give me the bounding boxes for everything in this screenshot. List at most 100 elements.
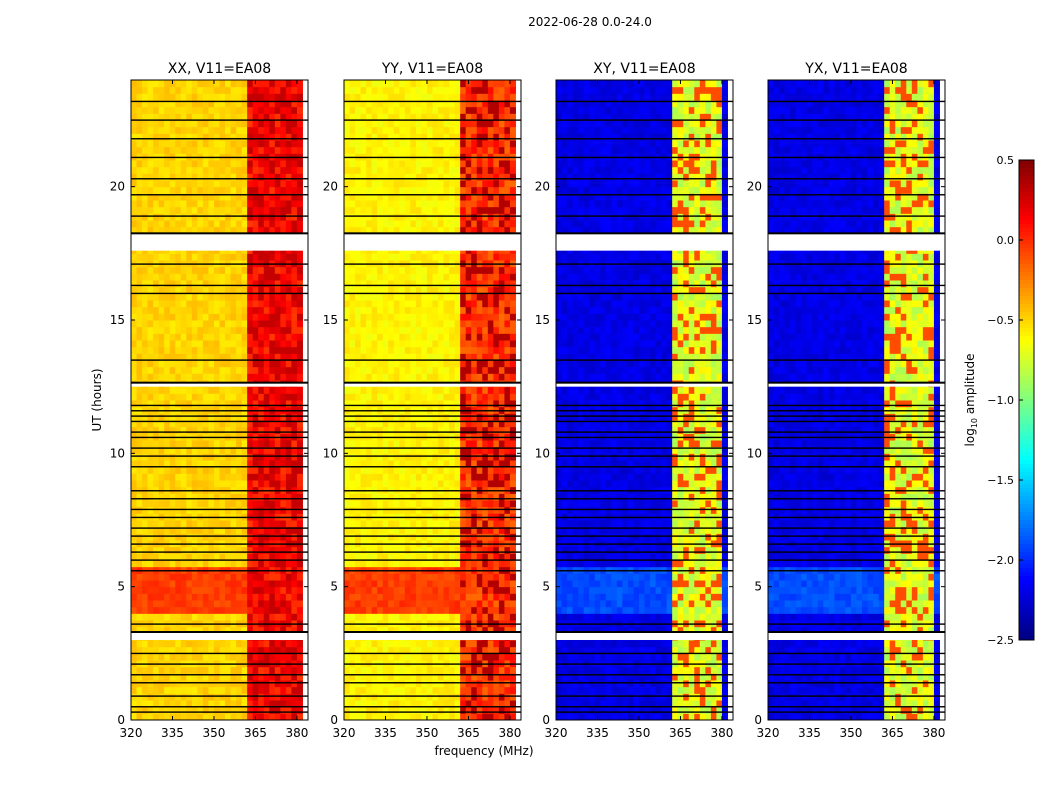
heatmap-cell [285,360,292,368]
heatmap-cell [213,186,220,194]
heatmap-cell [269,160,276,168]
heatmap-cell [191,273,198,281]
heatmap-cell [415,613,422,621]
heatmap-cell [360,306,367,314]
heatmap-cell [393,473,400,481]
heatmap-cell [465,466,472,474]
heatmap-cell [280,93,287,101]
heatmap-cell [482,333,489,341]
heatmap-cell [349,560,356,568]
heatmap-cell [509,553,516,561]
heatmap-cell [344,346,351,354]
heatmap-cell [147,646,154,654]
heatmap-cell [296,326,303,334]
heatmap-cell [241,713,248,721]
heatmap-cell [471,360,478,368]
heatmap-cell [219,606,226,614]
heatmap-cell [432,700,439,708]
heatmap-cell [415,340,422,348]
heatmap-cell [388,526,395,534]
heatmap-cell [197,466,204,474]
heatmap-cell [274,393,281,401]
heatmap-cell [465,693,472,701]
heatmap-cell [349,553,356,561]
heatmap-cell [269,526,276,534]
heatmap-cell [186,446,193,454]
heatmap-cell [498,493,505,501]
heatmap-cell [197,646,204,654]
heatmap-cell [236,186,243,194]
heatmap-cell [371,373,378,381]
heatmap-cell [180,700,187,708]
heatmap-cell [399,653,406,661]
heatmap-cell [142,706,149,714]
heatmap-cell [393,480,400,488]
heatmap-cell [158,200,165,208]
heatmap-cell [191,700,198,708]
heatmap-cell [388,706,395,714]
heatmap-cell [454,440,461,448]
heatmap-cell [498,446,505,454]
heatmap-cell [291,180,298,188]
heatmap-cell [136,160,143,168]
heatmap-cell [186,140,193,148]
heatmap-cell [158,646,165,654]
heatmap-cell [509,606,516,614]
heatmap-cell [509,693,516,701]
heatmap-cell [258,186,265,194]
heatmap-cell [471,346,478,354]
heatmap-cell [280,706,287,714]
heatmap-cell [241,166,248,174]
heatmap-cell [147,326,154,334]
heatmap-cell [131,253,138,261]
heatmap-cell [393,520,400,528]
heatmap-cell [460,420,467,428]
heatmap-cell [349,473,356,481]
heatmap-cell [252,353,259,361]
heatmap-cell [230,86,237,94]
heatmap-cell [208,253,215,261]
heatmap-cell [504,313,511,321]
heatmap-cell [344,626,351,634]
heatmap-cell [280,560,287,568]
heatmap-cell [136,426,143,434]
heatmap-cell [476,686,483,694]
heatmap-cell [371,393,378,401]
heatmap-cell [371,300,378,308]
heatmap-cell [493,640,500,648]
heatmap-cell [269,453,276,461]
heatmap-cell [415,320,422,328]
heatmap-cell [247,440,254,448]
heatmap-cell [355,526,362,534]
heatmap-cell [164,466,171,474]
heatmap-cell [241,346,248,354]
heatmap-cell [393,393,400,401]
heatmap-cell [371,500,378,508]
heatmap-cell [285,180,292,188]
heatmap-cell [208,180,215,188]
heatmap-cell [252,500,259,508]
heatmap-cell [180,93,187,101]
heatmap-cell [449,626,456,634]
heatmap-cell [169,706,176,714]
heatmap-cell [476,480,483,488]
heatmap-cell [498,460,505,468]
heatmap-cell [241,80,248,88]
heatmap-cell [197,266,204,274]
heatmap-cell [180,680,187,688]
heatmap-cell [410,473,417,481]
heatmap-cell [269,646,276,654]
heatmap-cell [274,253,281,261]
heatmap-cell [371,586,378,594]
heatmap-cell [443,366,450,374]
heatmap-cell [415,440,422,448]
heatmap-cell [449,706,456,714]
heatmap-cell [366,353,373,361]
heatmap-cell [180,693,187,701]
heatmap-cell [296,553,303,561]
heatmap-cell [180,653,187,661]
heatmap-cell [202,460,209,468]
heatmap-cell [131,126,138,134]
heatmap-cell [247,653,254,661]
heatmap-cell [241,706,248,714]
